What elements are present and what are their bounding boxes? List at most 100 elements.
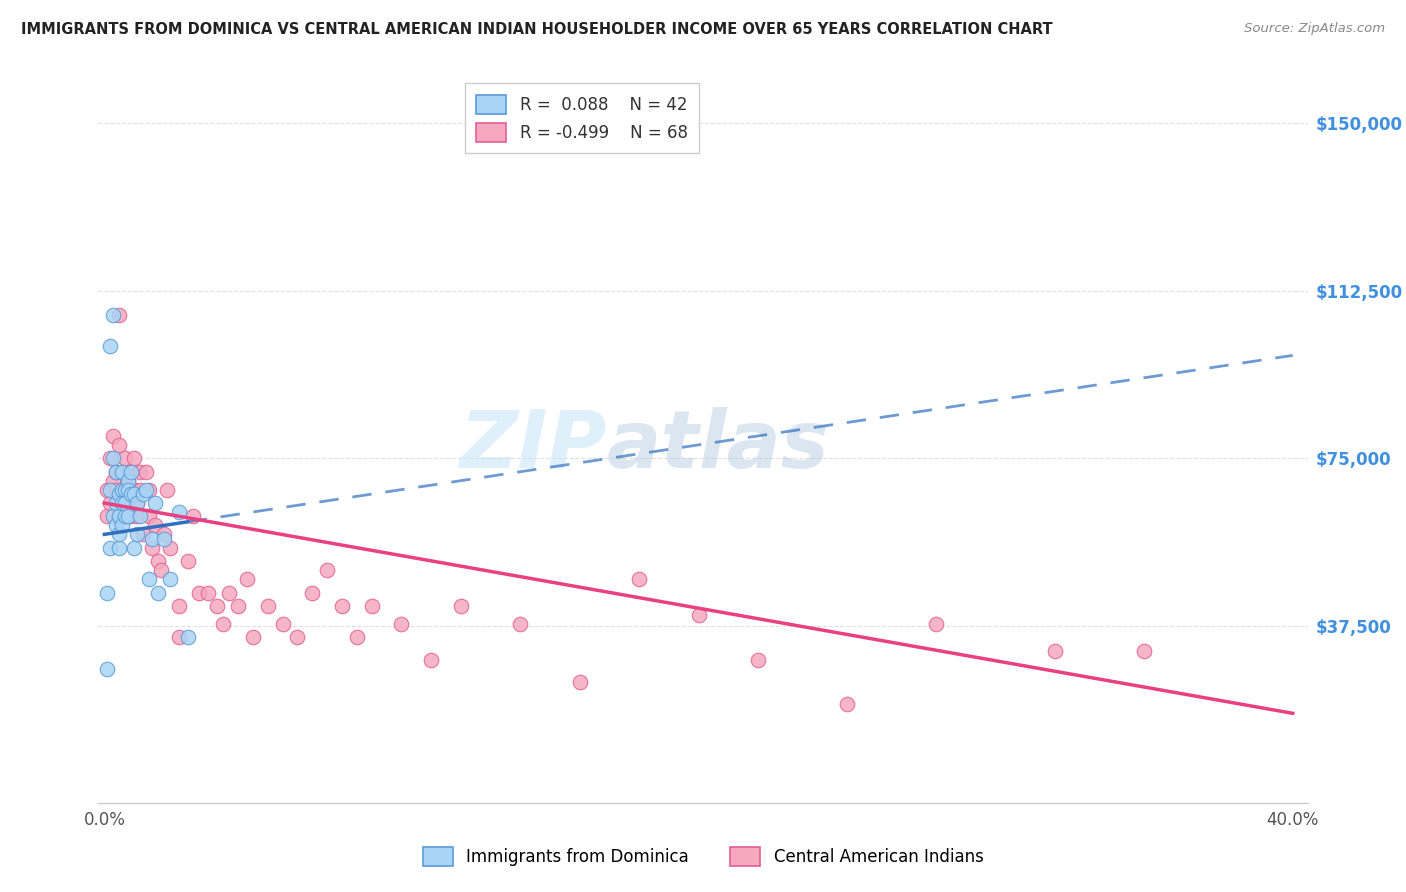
Point	[146, 585, 169, 599]
Point	[138, 572, 160, 586]
Point	[129, 509, 152, 524]
Point	[98, 451, 121, 466]
Point	[1043, 643, 1066, 657]
Point	[132, 487, 155, 501]
Point	[108, 438, 131, 452]
Point	[141, 541, 163, 555]
Point	[135, 465, 157, 479]
Point	[316, 563, 339, 577]
Point	[176, 554, 198, 568]
Point	[114, 451, 136, 466]
Point	[236, 572, 259, 586]
Point	[105, 496, 128, 510]
Point	[256, 599, 278, 613]
Text: ZIP: ZIP	[458, 407, 606, 485]
Point	[450, 599, 472, 613]
Point	[96, 662, 118, 676]
Point	[103, 451, 125, 466]
Point	[218, 585, 240, 599]
Point	[114, 483, 136, 497]
Point	[135, 483, 157, 497]
Point	[108, 509, 131, 524]
Point	[167, 599, 190, 613]
Point	[125, 496, 148, 510]
Point	[111, 518, 134, 533]
Text: Source: ZipAtlas.com: Source: ZipAtlas.com	[1244, 22, 1385, 36]
Point	[122, 483, 145, 497]
Point	[108, 509, 131, 524]
Point	[125, 496, 148, 510]
Point	[271, 616, 294, 631]
Point	[111, 465, 134, 479]
Point	[120, 487, 142, 501]
Point	[835, 698, 858, 712]
Point	[111, 483, 134, 497]
Point	[925, 616, 948, 631]
Point	[167, 630, 190, 644]
Point	[138, 483, 160, 497]
Point	[226, 599, 249, 613]
Point	[167, 505, 190, 519]
Point	[242, 630, 264, 644]
Point	[152, 527, 174, 541]
Point	[125, 509, 148, 524]
Point	[111, 496, 134, 510]
Point	[111, 496, 134, 510]
Point	[176, 630, 198, 644]
Point	[628, 572, 651, 586]
Point	[360, 599, 382, 613]
Point	[105, 465, 128, 479]
Point	[120, 465, 142, 479]
Point	[120, 509, 142, 524]
Point	[152, 532, 174, 546]
Point	[108, 487, 131, 501]
Legend: Immigrants from Dominica, Central American Indians: Immigrants from Dominica, Central Americ…	[415, 838, 991, 875]
Point	[117, 509, 139, 524]
Point	[132, 527, 155, 541]
Point	[129, 483, 152, 497]
Point	[114, 483, 136, 497]
Point	[346, 630, 368, 644]
Point	[108, 527, 131, 541]
Point	[98, 541, 121, 555]
Point	[103, 308, 125, 322]
Point	[105, 518, 128, 533]
Point	[114, 509, 136, 524]
Point	[103, 509, 125, 524]
Point	[114, 496, 136, 510]
Point	[207, 599, 229, 613]
Point	[98, 339, 121, 353]
Point	[108, 541, 131, 555]
Point	[159, 541, 181, 555]
Point	[117, 483, 139, 497]
Point	[138, 509, 160, 524]
Point	[156, 483, 179, 497]
Point	[146, 554, 169, 568]
Point	[159, 572, 181, 586]
Point	[117, 496, 139, 510]
Point	[141, 532, 163, 546]
Point	[391, 616, 413, 631]
Point	[301, 585, 323, 599]
Point	[117, 474, 139, 488]
Legend: R =  0.088    N = 42, R = -0.499    N = 68: R = 0.088 N = 42, R = -0.499 N = 68	[465, 83, 699, 153]
Point	[568, 675, 591, 690]
Point	[420, 652, 443, 666]
Point	[143, 518, 166, 533]
Point	[105, 483, 128, 497]
Point	[183, 509, 205, 524]
Point	[103, 429, 125, 443]
Point	[129, 465, 152, 479]
Point	[98, 483, 121, 497]
Point	[108, 308, 131, 322]
Point	[122, 487, 145, 501]
Point	[143, 496, 166, 510]
Point	[287, 630, 309, 644]
Point	[103, 474, 125, 488]
Text: atlas: atlas	[606, 407, 830, 485]
Point	[120, 465, 142, 479]
Text: IMMIGRANTS FROM DOMINICA VS CENTRAL AMERICAN INDIAN HOUSEHOLDER INCOME OVER 65 Y: IMMIGRANTS FROM DOMINICA VS CENTRAL AMER…	[21, 22, 1053, 37]
Point	[122, 451, 145, 466]
Point	[188, 585, 211, 599]
Point	[98, 496, 121, 510]
